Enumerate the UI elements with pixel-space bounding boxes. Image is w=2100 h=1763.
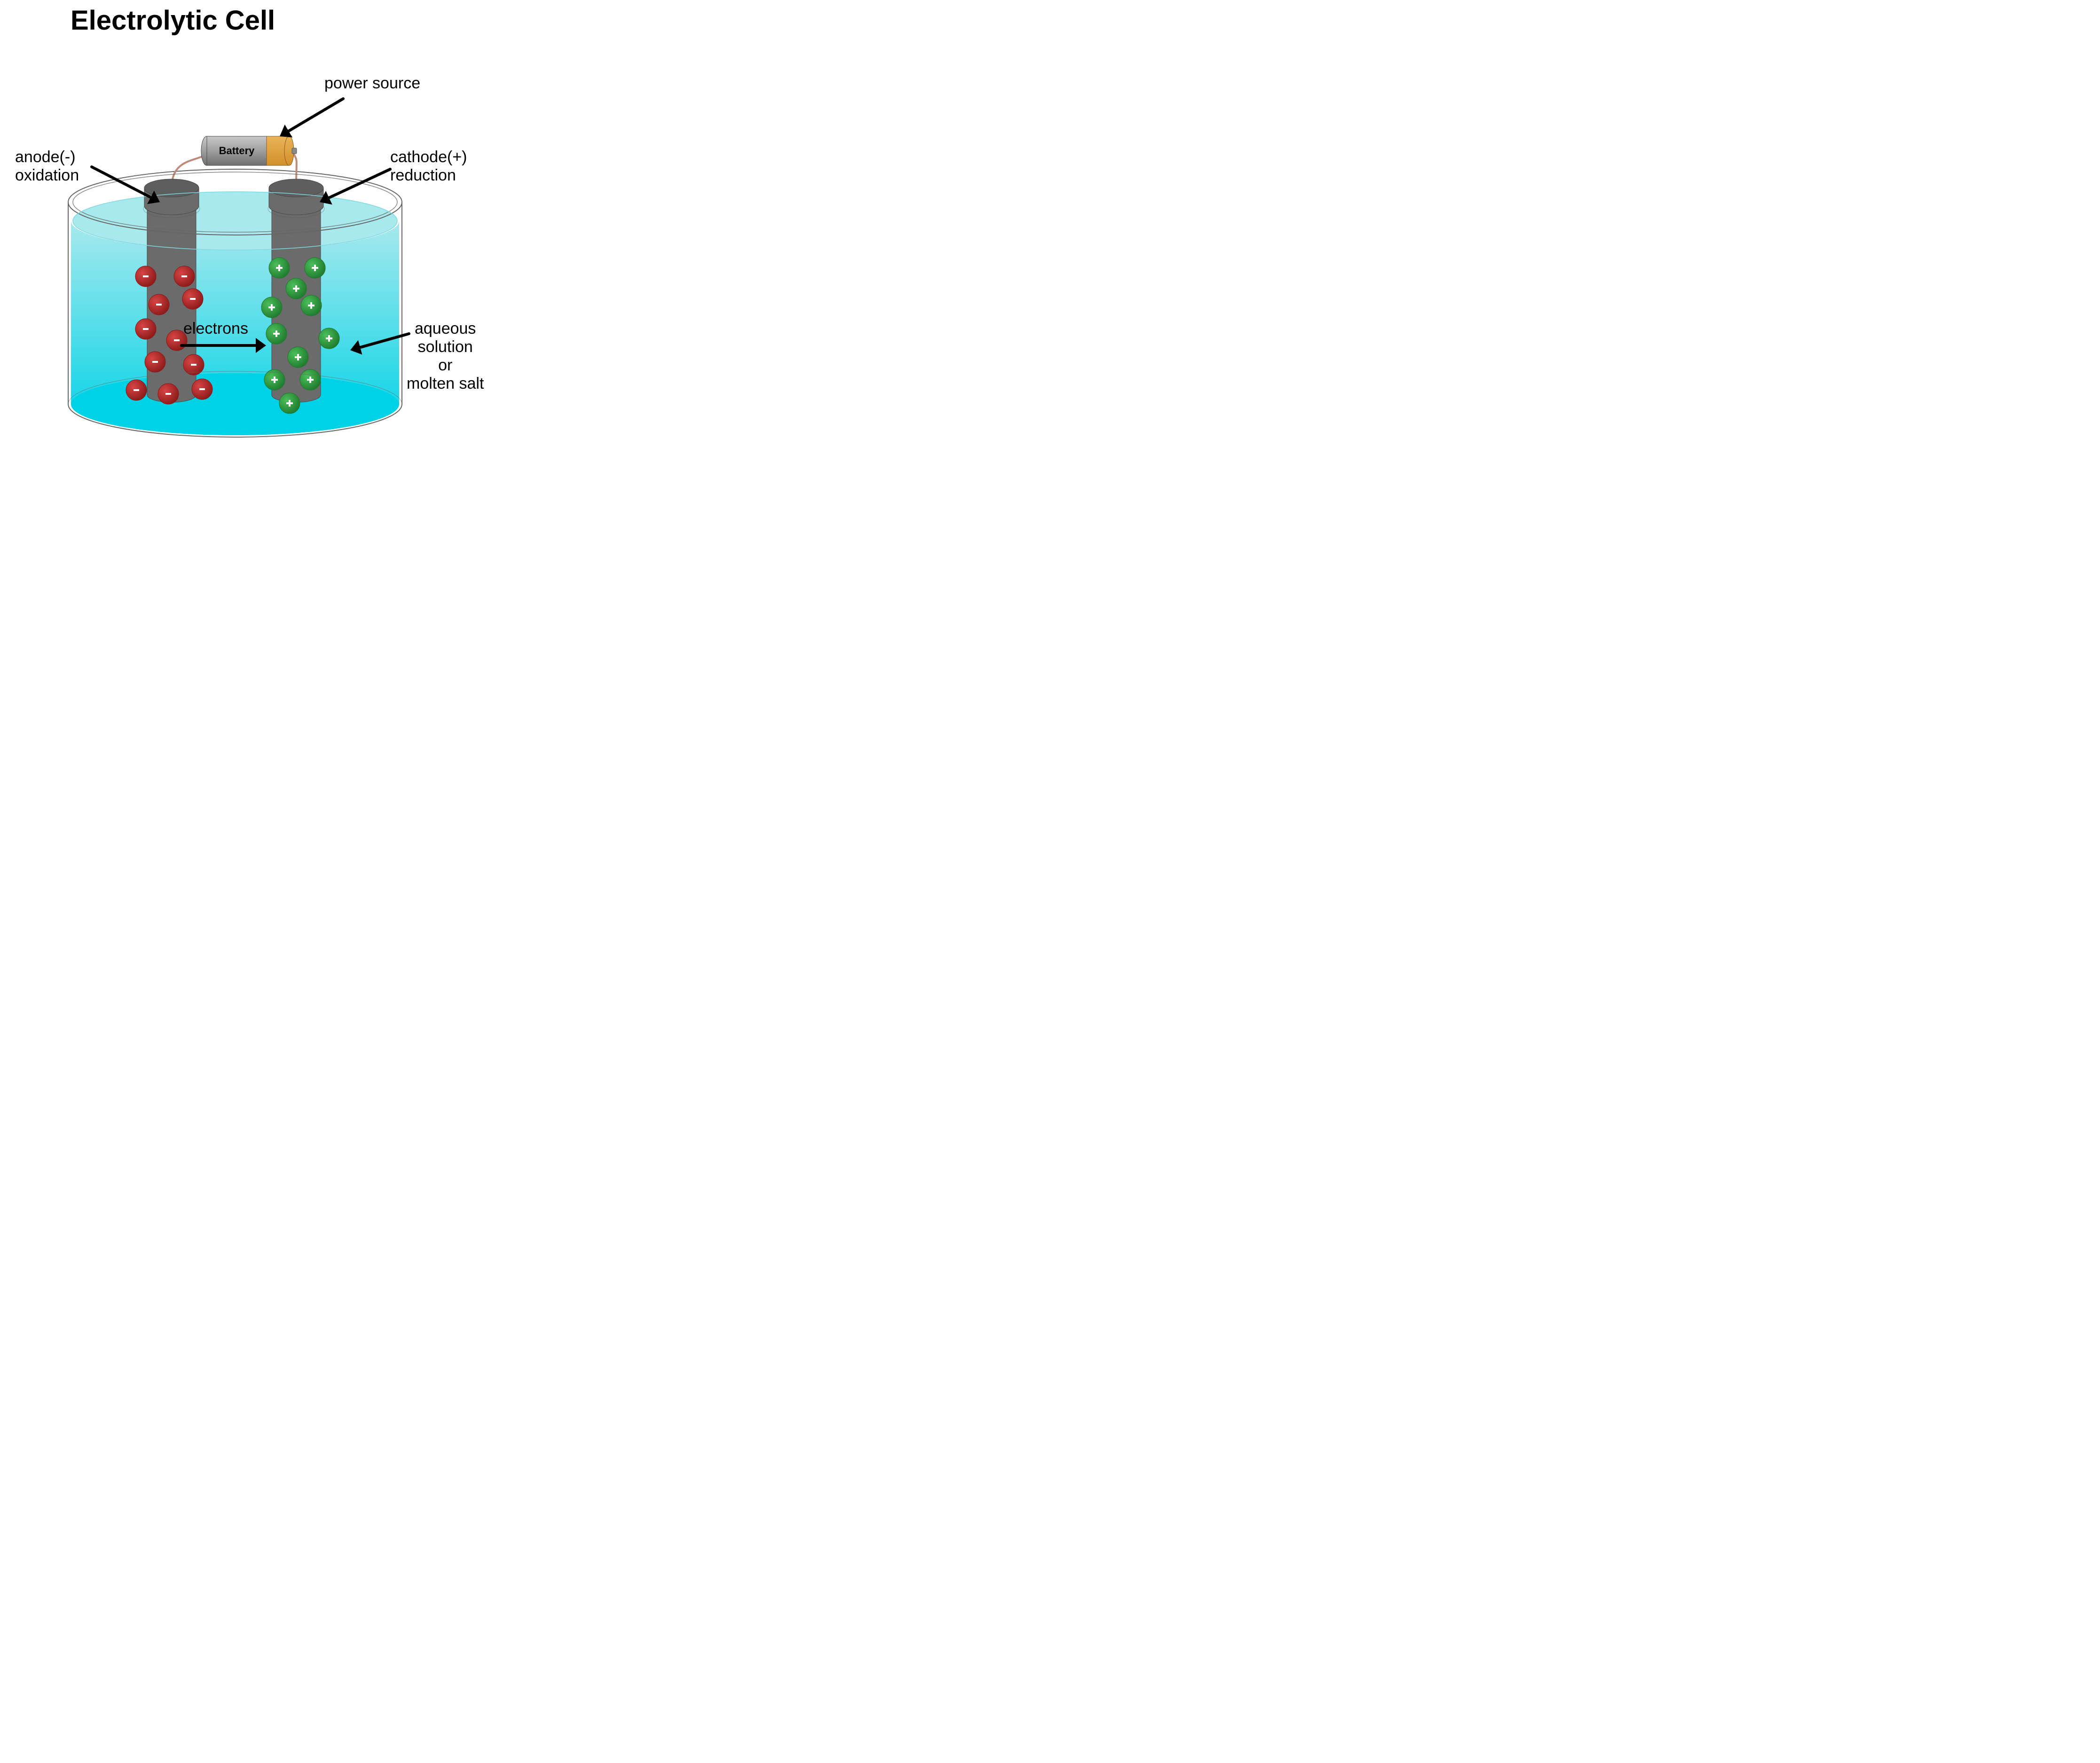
battery-label: Battery [219,145,255,157]
electrons-label: electrons [183,320,248,338]
cathode-label: cathode(+) reduction [390,148,467,185]
solution-label: aqueous solution or molten salt [407,320,484,393]
power-source-label: power source [324,74,420,93]
solution-label-line1: aqueous [415,320,476,337]
anode-label: anode(-) oxidation [15,148,79,185]
solution-label-line2: solution [418,338,473,356]
anode-label-line1: anode(-) [15,148,76,166]
cathode-label-line1: cathode(+) [390,148,467,166]
electrolytic-cell-diagram: Battery [0,0,560,470]
solution-label-line4: molten salt [407,375,484,392]
solution-label-line3: or [438,356,452,374]
cathode-label-line2: reduction [390,166,456,184]
anode-label-line2: oxidation [15,166,79,184]
